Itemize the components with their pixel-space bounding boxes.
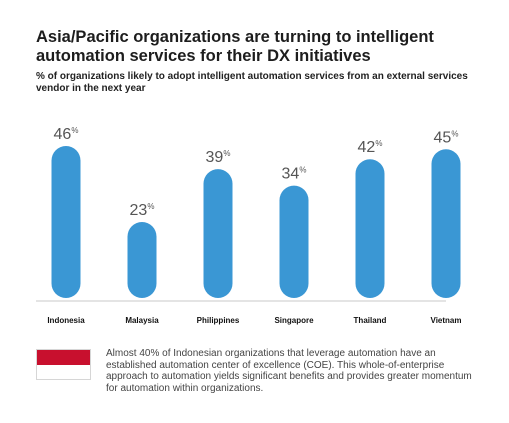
flag-white-band — [37, 364, 90, 379]
category-label-philippines: Philippines — [197, 316, 240, 325]
category-label-singapore: Singapore — [274, 316, 314, 325]
category-label-malaysia: Malaysia — [125, 316, 159, 325]
value-label-singapore: 34% — [282, 166, 307, 183]
category-label-thailand: Thailand — [354, 316, 387, 325]
chart-subtitle: % of organizations likely to adopt intel… — [36, 71, 468, 94]
bar-philippines — [203, 169, 233, 298]
category-label-indonesia: Indonesia — [47, 316, 85, 325]
chart-title: Asia/Pacific organizations are turning t… — [36, 28, 434, 65]
value-label-malaysia: 23% — [130, 202, 155, 219]
flag-red-band — [37, 350, 90, 365]
value-label-indonesia: 46% — [54, 126, 79, 143]
bar-indonesia — [51, 146, 81, 298]
value-label-thailand: 42% — [358, 139, 383, 156]
value-label-vietnam: 45% — [434, 129, 459, 146]
bar-singapore — [279, 185, 309, 298]
callout-note: Almost 40% of Indonesian organizations t… — [36, 348, 486, 408]
callout-text: Almost 40% of Indonesian organizations t… — [106, 348, 472, 394]
bar-thailand — [355, 159, 385, 298]
value-label-philippines: 39% — [206, 149, 231, 166]
bar-malaysia — [127, 222, 157, 298]
bar-chart: 46% Indonesia 23% Malaysia 39% Philippines 34%… — [36, 126, 461, 325]
bar-vietnam — [431, 149, 461, 298]
category-label-vietnam: Vietnam — [431, 316, 462, 325]
indonesia-flag-icon — [36, 349, 91, 380]
bars-group: 46% Indonesia 23% Malaysia 39% Philippines 34%… — [47, 126, 461, 325]
